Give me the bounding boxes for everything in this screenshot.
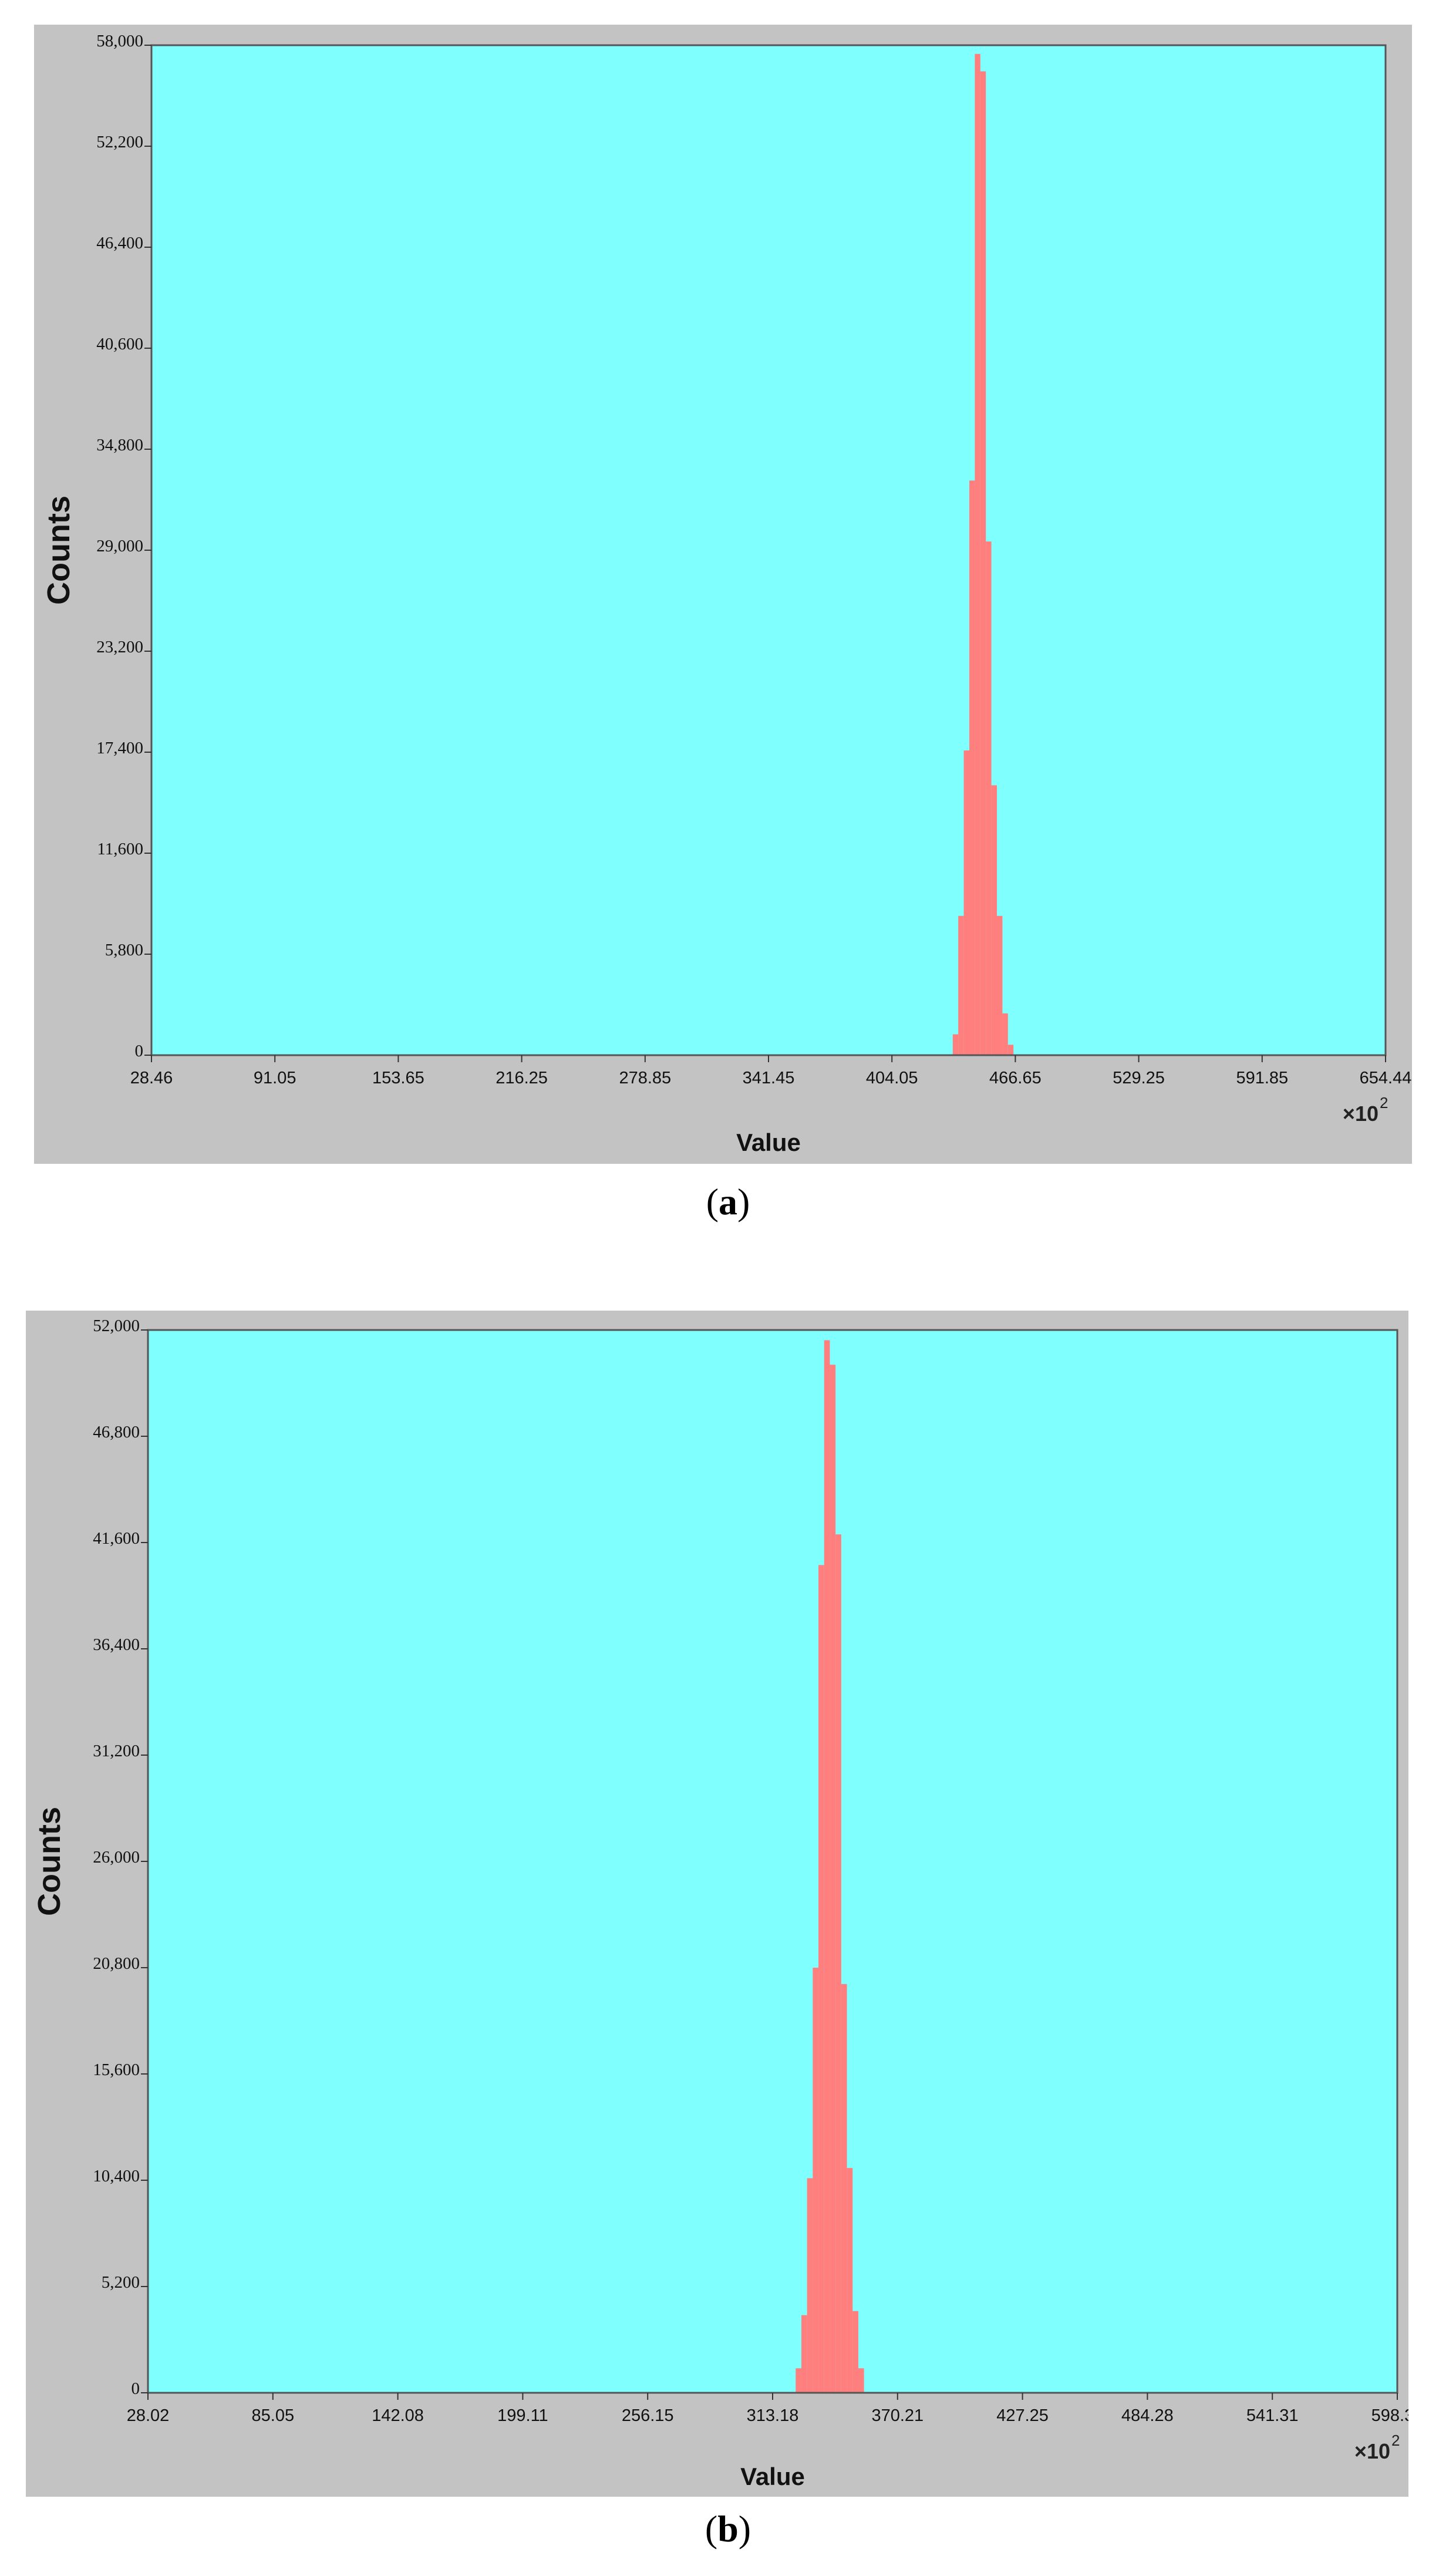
histogram-bar <box>952 1034 959 1055</box>
histogram-bar <box>963 750 970 1055</box>
caption-b: (b) <box>705 2508 751 2550</box>
x-tick-label: 313.18 <box>747 2406 799 2425</box>
y-axis-label: Counts <box>32 1807 67 1916</box>
y-tick-label: 5,800 <box>105 941 143 959</box>
histogram-bar <box>841 1984 847 2393</box>
histogram-bar <box>852 2311 858 2393</box>
histogram-bar <box>813 1968 819 2393</box>
x-tick-label: 28.46 <box>130 1069 173 1087</box>
histogram-bar <box>835 1534 841 2393</box>
caption-a: (a) <box>706 1181 750 1223</box>
histogram-bar <box>1002 1013 1008 1055</box>
x-tick-label: 85.05 <box>252 2406 295 2425</box>
x-tick-label: 541.31 <box>1246 2406 1299 2425</box>
x-tick-label: 341.45 <box>743 1069 795 1087</box>
x-tick-label: 153.65 <box>372 1069 424 1087</box>
x-tick-label: 427.25 <box>996 2406 1049 2425</box>
histogram-b: 0 5,200 10,400 15,600 20,800 26,000 31,200 36,4… <box>32 1316 1408 2490</box>
x-tick-label: 598.34 <box>1371 2406 1408 2425</box>
y-tick-label: 52,000 <box>93 1316 140 1335</box>
y-tick-label: 46,400 <box>96 234 143 252</box>
histogram-bar <box>991 785 997 1055</box>
y-axis-label: Counts <box>41 496 76 605</box>
x-tick-label: 404.05 <box>866 1069 918 1087</box>
histogram-bar <box>969 480 975 1055</box>
x-tick-label: 484.28 <box>1121 2406 1174 2425</box>
y-tick-label: 0 <box>132 2379 140 2398</box>
x-tick-label: 142.08 <box>372 2406 424 2425</box>
y-tick-label: 36,400 <box>93 1635 140 1654</box>
x-axis-label: Value <box>740 2463 805 2490</box>
y-tick-label: 10,400 <box>93 2167 140 2186</box>
y-tick-label: 52,200 <box>96 133 143 151</box>
x-axis-multiplier: ×10 <box>1354 2439 1390 2463</box>
x-tick-label: 28.02 <box>127 2406 170 2425</box>
x-tick-label: 591.85 <box>1236 1069 1288 1087</box>
chart-panel-a: 0 5,800 11,600 17,400 23,200 29,000 34,800 40,6… <box>34 25 1412 1164</box>
histogram-bar <box>858 2368 864 2393</box>
chart-panel-b: 0 5,200 10,400 15,600 20,800 26,000 31,200 36,4… <box>26 1311 1408 2497</box>
x-tick-label: 216.25 <box>496 1069 548 1087</box>
histogram-bar <box>796 2368 801 2393</box>
x-tick-label: 654.44 <box>1360 1069 1412 1087</box>
y-tick-label: 11,600 <box>97 840 143 858</box>
x-tick-label: 91.05 <box>254 1069 296 1087</box>
y-tick-label: 0 <box>135 1042 144 1060</box>
x-axis-multiplier: ×10 <box>1343 1102 1379 1126</box>
histogram-a: 0 5,800 11,600 17,400 23,200 29,000 34,800 40,6… <box>41 32 1412 1156</box>
y-tick-label: 41,600 <box>93 1529 140 1548</box>
histogram-bar <box>807 2178 813 2393</box>
histogram-bar <box>824 1340 830 2393</box>
x-tick-label: 278.85 <box>619 1069 671 1087</box>
plot-area <box>148 1330 1397 2393</box>
x-tick-label: 256.15 <box>622 2406 674 2425</box>
histogram-bar <box>1007 1045 1014 1055</box>
histogram-bar <box>958 915 964 1055</box>
histogram-bar <box>997 915 1003 1055</box>
histogram-bar <box>975 53 980 1055</box>
x-tick-label: 529.25 <box>1113 1069 1165 1087</box>
histogram-bar <box>818 1565 824 2393</box>
y-tick-label: 17,400 <box>96 739 143 757</box>
histogram-bar <box>830 1365 836 2393</box>
histogram-bar <box>986 541 992 1055</box>
x-tick-label: 199.11 <box>497 2406 548 2425</box>
y-tick-label: 34,800 <box>96 436 143 454</box>
y-tick-label: 5,200 <box>102 2273 140 2292</box>
y-tick-label: 46,800 <box>93 1423 140 1442</box>
y-tick-label: 31,200 <box>93 1742 140 1760</box>
x-axis-multiplier-exponent: 2 <box>1391 2432 1400 2449</box>
y-tick-label: 58,000 <box>96 32 143 50</box>
x-axis-multiplier-exponent: 2 <box>1380 1094 1388 1112</box>
x-tick-label: 370.21 <box>871 2406 924 2425</box>
y-tick-label: 20,800 <box>93 1954 140 1973</box>
x-tick-label: 466.65 <box>989 1069 1042 1087</box>
y-tick-label: 23,200 <box>96 638 143 656</box>
y-tick-label: 26,000 <box>93 1848 140 1867</box>
histogram-bar <box>847 2168 853 2393</box>
histogram-bar <box>801 2315 807 2393</box>
y-tick-label: 29,000 <box>96 537 143 555</box>
plot-area <box>151 45 1386 1055</box>
x-axis-label: Value <box>736 1129 801 1156</box>
y-tick-label: 15,600 <box>93 2060 140 2079</box>
histogram-bar <box>980 71 986 1055</box>
y-tick-label: 40,600 <box>96 335 143 353</box>
